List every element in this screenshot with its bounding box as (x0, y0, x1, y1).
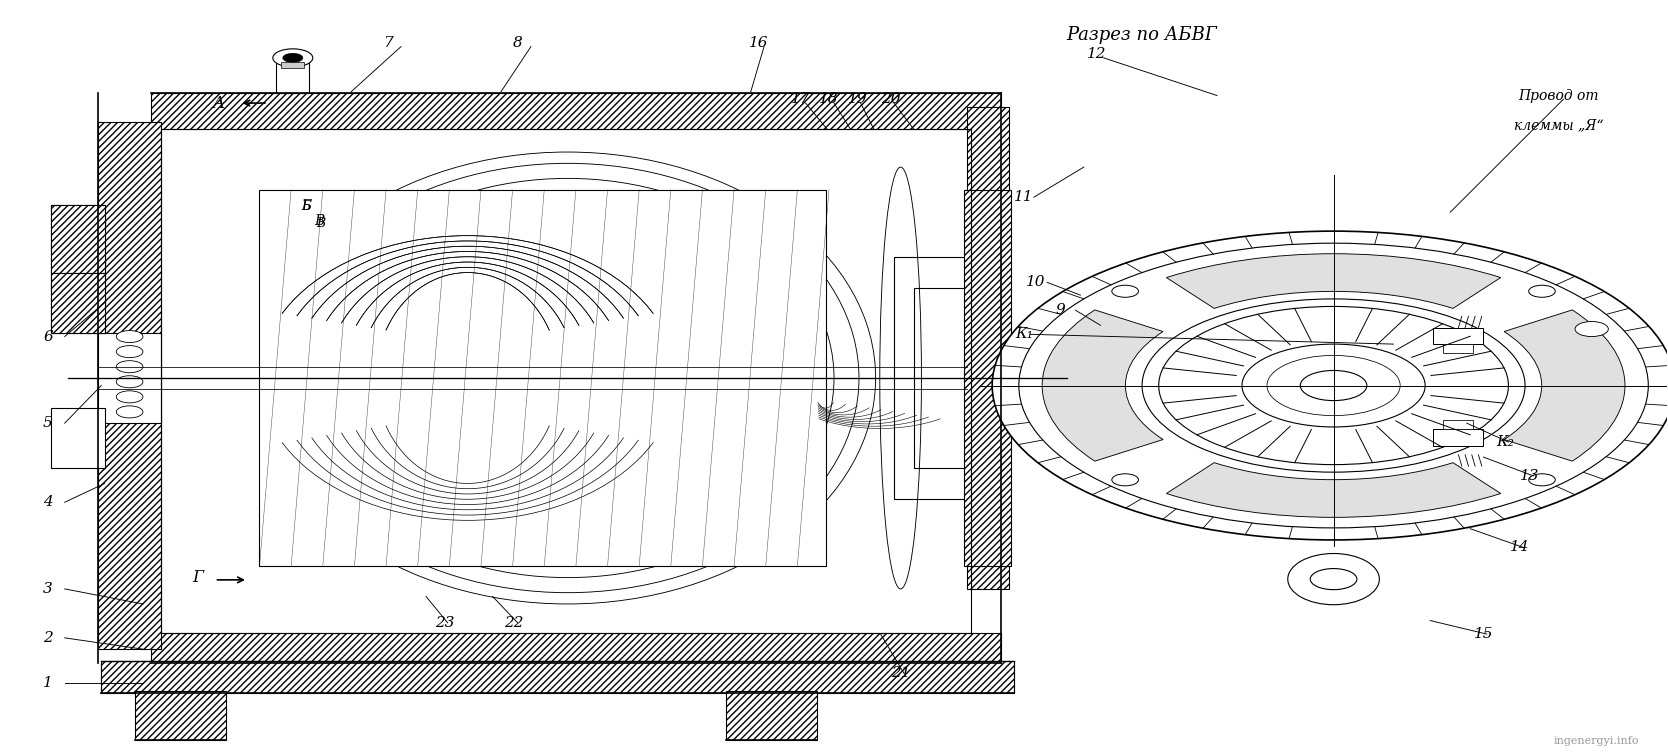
Text: 23: 23 (435, 616, 454, 630)
Bar (52, 408, 105, 469)
Circle shape (1243, 344, 1424, 427)
Bar (914, 287, 967, 469)
Bar (98, 333, 162, 423)
Bar (1443, 344, 1473, 353)
Circle shape (1301, 370, 1366, 401)
Text: 6: 6 (43, 330, 53, 343)
Text: Провод от: Провод от (1518, 88, 1598, 103)
Circle shape (1113, 474, 1139, 486)
Bar (152, 633, 1001, 663)
Text: 17: 17 (791, 92, 811, 107)
Circle shape (117, 391, 143, 403)
Text: клеммы „Я“: клеммы „Я“ (1513, 119, 1603, 132)
Circle shape (284, 54, 304, 63)
Text: ingenergyi.info: ingenergyi.info (1555, 736, 1640, 746)
Text: 10: 10 (1026, 275, 1046, 290)
Bar (52, 205, 105, 273)
Circle shape (1575, 321, 1608, 336)
Text: К₂: К₂ (1496, 435, 1515, 449)
Text: Разрез по АБВГ: Разрез по АБВГ (1068, 26, 1218, 45)
Bar (52, 273, 105, 333)
Bar (277, 64, 310, 93)
Bar (1433, 429, 1483, 446)
Bar (282, 62, 305, 68)
Circle shape (1159, 306, 1508, 465)
Text: Г: Г (192, 569, 203, 586)
Circle shape (117, 345, 143, 358)
Text: 15: 15 (1475, 627, 1493, 641)
Text: 12: 12 (1088, 47, 1108, 61)
Text: 21: 21 (891, 666, 911, 680)
Text: 9: 9 (1056, 303, 1066, 318)
Circle shape (117, 406, 143, 418)
Text: 22: 22 (504, 616, 524, 630)
Text: 11: 11 (1014, 191, 1034, 204)
Circle shape (992, 231, 1668, 540)
Bar (726, 691, 817, 739)
Circle shape (1113, 285, 1139, 297)
Bar (1433, 327, 1483, 344)
Text: 5: 5 (43, 417, 53, 430)
Bar (894, 258, 974, 498)
Bar (964, 190, 1011, 566)
Text: 20: 20 (881, 92, 901, 107)
Wedge shape (1166, 463, 1501, 517)
Text: Б: Б (300, 200, 312, 213)
Wedge shape (1505, 310, 1625, 461)
Bar (967, 107, 1009, 589)
Circle shape (1143, 299, 1525, 472)
Text: 2: 2 (43, 631, 53, 645)
Wedge shape (1166, 254, 1501, 308)
Text: 13: 13 (1520, 469, 1540, 483)
Text: 7: 7 (384, 36, 392, 50)
Text: 3: 3 (43, 582, 53, 596)
Text: В: В (317, 217, 325, 230)
Text: 14: 14 (1510, 541, 1530, 554)
Ellipse shape (1288, 553, 1379, 605)
Bar (1443, 420, 1473, 429)
Circle shape (117, 330, 143, 342)
Bar (52, 205, 105, 273)
Bar (135, 691, 227, 739)
Text: К₁: К₁ (1014, 327, 1032, 341)
Bar (52, 273, 105, 333)
Text: 18: 18 (819, 92, 839, 107)
Circle shape (1528, 474, 1555, 486)
Circle shape (1528, 285, 1555, 297)
Text: 19: 19 (847, 92, 867, 107)
Bar (98, 122, 162, 649)
Circle shape (117, 361, 143, 373)
Text: 1: 1 (43, 676, 53, 690)
Circle shape (1268, 355, 1399, 416)
Wedge shape (1042, 310, 1163, 461)
Text: A: A (212, 94, 224, 112)
Text: В: В (314, 215, 325, 228)
Bar (260, 190, 826, 566)
Bar (152, 93, 1001, 129)
Circle shape (1019, 243, 1648, 528)
Text: Б: Б (302, 200, 310, 212)
Circle shape (274, 49, 314, 67)
Circle shape (117, 376, 143, 388)
Text: 8: 8 (512, 36, 522, 50)
Text: 4: 4 (43, 495, 53, 510)
Text: 16: 16 (749, 36, 769, 50)
Bar (102, 662, 1014, 692)
